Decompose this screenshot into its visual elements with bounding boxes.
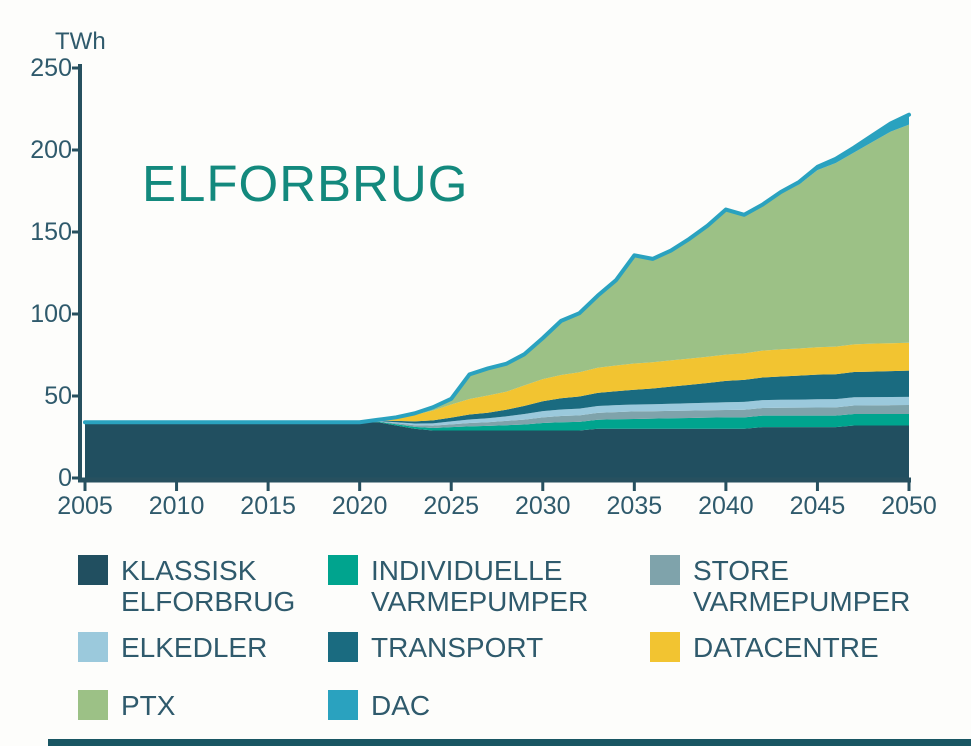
legend-label: TRANSPORT — [371, 632, 544, 663]
x-axis-tick-label: 2040 — [698, 492, 754, 520]
chart-title: ELFORBRUG — [142, 155, 469, 212]
legend-label: DATACENTRE — [693, 632, 879, 663]
legend-label: STORE VARMEPUMPER — [693, 555, 911, 617]
area-individuelle-varmepumper — [85, 414, 909, 431]
y-axis-tick-label: 150 — [30, 218, 72, 246]
area-store-varmepumper — [85, 405, 909, 428]
x-axis-tick-label: 2050 — [881, 492, 937, 520]
y-axis-unit-label: TWh — [55, 28, 106, 55]
x-axis-tick-label: 2010 — [148, 492, 205, 520]
x-axis-tick-label: 2035 — [606, 492, 663, 520]
area-transport — [85, 370, 909, 424]
legend-label: KLASSISK ELFORBRUG — [121, 555, 296, 617]
x-axis-tick-label: 2030 — [514, 492, 571, 520]
area-datacentre — [85, 342, 909, 423]
legend-swatch — [328, 690, 358, 720]
legend-swatch — [328, 632, 358, 662]
x-axis-tick-label: 2015 — [240, 492, 296, 520]
y-axis-tick-label: 50 — [44, 382, 72, 410]
total-outline — [83, 112, 911, 425]
x-axis-tick-label: 2045 — [789, 492, 846, 520]
legend-label: ELKEDLER — [121, 632, 268, 663]
x-axis-tick-label: 2005 — [57, 492, 113, 520]
y-axis-tick-label: 250 — [30, 54, 72, 82]
legend-swatch — [78, 690, 108, 720]
legend-label: DAC — [371, 690, 431, 721]
legend-swatch — [650, 555, 680, 585]
legend-label: PTX — [121, 690, 176, 721]
legend-swatch — [78, 555, 108, 585]
legend-swatch — [78, 632, 108, 662]
legend-label: INDIVIDUELLE VARMEPUMPER — [371, 555, 589, 617]
x-axis-tick-label: 2020 — [331, 492, 388, 520]
area-klassisk-elforbrug — [85, 422, 909, 481]
legend-swatch — [328, 555, 358, 585]
y-axis-tick-label: 100 — [30, 300, 72, 328]
y-axis-tick-label: 200 — [30, 136, 72, 164]
bottom-divider-strip — [48, 739, 971, 746]
area-elkedler — [85, 396, 909, 426]
legend-swatch — [650, 632, 680, 662]
area-ptx — [85, 124, 909, 423]
y-axis-tick-label: 0 — [58, 464, 72, 492]
x-axis-tick-label: 2025 — [423, 492, 480, 520]
